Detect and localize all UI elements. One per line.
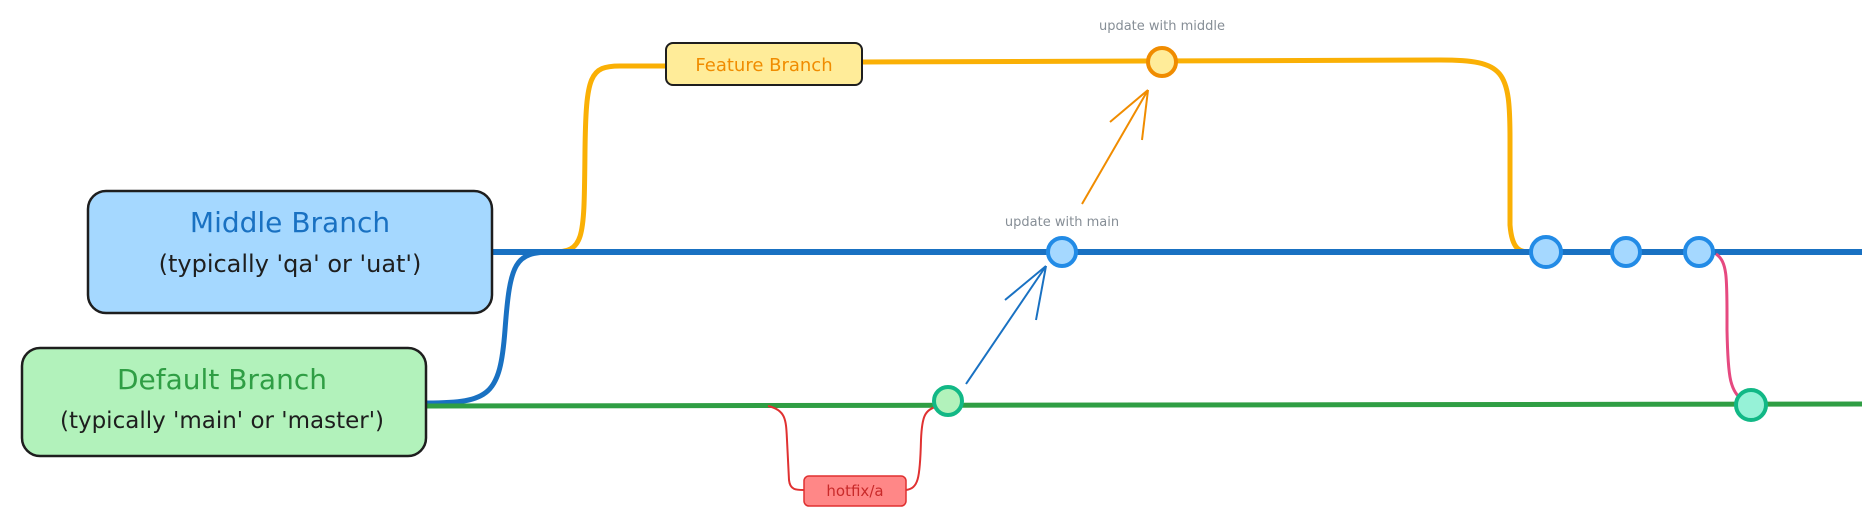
middle-branch-box: Middle Branch (typically 'qa' or 'uat') [86, 189, 494, 315]
feature-branch-label: Feature Branch [695, 55, 832, 76]
feature-branch-box: Feature Branch [665, 42, 863, 86]
update-with-main-arrow [965, 265, 1047, 385]
default-branch-title: Default Branch [117, 363, 327, 396]
default-branch-line [426, 401, 1863, 409]
commit-middle [1610, 236, 1642, 268]
default-branch-box: Default Branch (typically 'main' or 'mas… [20, 346, 428, 458]
middle-branch-title: Middle Branch [190, 206, 390, 239]
middle-from-default-curve [426, 249, 553, 406]
hotfix-branch-box: hotfix/a [803, 475, 907, 507]
hotfix-line [767, 405, 939, 491]
feature-branch-line [549, 57, 1533, 255]
middle-branch-subtitle: (typically 'qa' or 'uat') [159, 250, 422, 278]
commit-middle-release [1683, 236, 1715, 268]
update-with-main-label: update with main [1005, 215, 1119, 230]
hotfix-branch-label: hotfix/a [826, 482, 883, 500]
commit-middle-merge-feature [1529, 235, 1563, 269]
merge-to-default-line [1715, 252, 1745, 404]
default-branch-subtitle: (typically 'main' or 'master') [60, 408, 384, 434]
update-with-middle-label: update with middle [1099, 19, 1225, 34]
commit-middle-update [1046, 236, 1078, 268]
commit-default-hotfix [932, 385, 964, 417]
update-with-middle-arrow [1081, 89, 1149, 205]
commit-feature-update [1146, 46, 1178, 78]
commit-default-release [1734, 388, 1768, 422]
